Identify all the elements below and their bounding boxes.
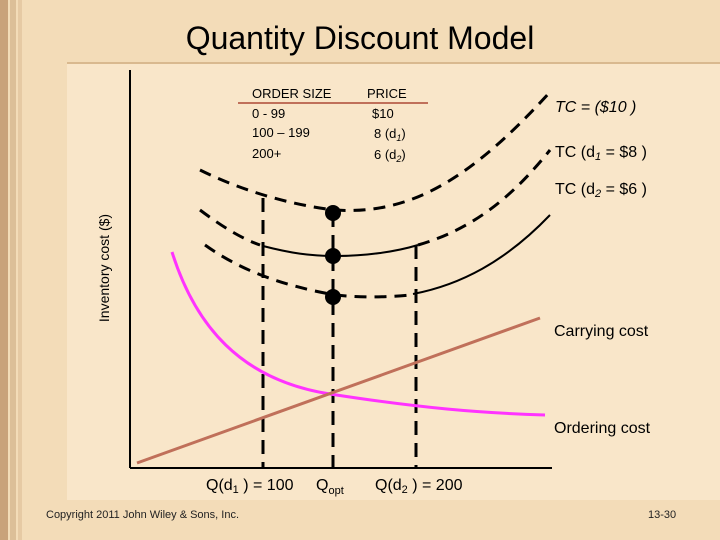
label-tc-d2: TC (d2 = $6 ) [555, 181, 647, 200]
ordering-cost-curve [170, 251, 546, 417]
page-number: 13-30 [648, 509, 677, 521]
table-row-2-order: 200+ [252, 146, 281, 161]
carrying-cost-line [136, 316, 541, 465]
table-row-0-price: $10 [372, 106, 394, 121]
x-label-q-d2: Q(d2 ) = 200 [375, 477, 463, 496]
left-stripe-3 [18, 0, 22, 540]
slide-title: Quantity Discount Model [185, 20, 535, 56]
table-header-price: PRICE [367, 86, 407, 101]
label-tc-d1: TC (d1 = $8 ) [555, 144, 647, 163]
title-rule [67, 62, 720, 64]
table-row-1-price: 8 (d1) [374, 126, 406, 143]
left-stripe-2 [10, 0, 16, 540]
x-label-q-opt: Qopt [316, 477, 344, 497]
table-header-order-size: ORDER SIZE [252, 86, 332, 101]
tc-curve-d2-solid [412, 214, 551, 295]
copyright-text: Copyright 2011 John Wiley & Sons, Inc. [46, 509, 240, 521]
x-label-q-d1: Q(d1 ) = 100 [206, 477, 294, 496]
table-row-0-order: 0 - 99 [252, 106, 285, 121]
tc-minimum-point-d2 [325, 289, 341, 305]
left-stripe-1 [0, 0, 8, 540]
label-ordering-cost: Ordering cost [554, 420, 651, 437]
label-tc-10: TC = ($10 ) [555, 99, 636, 116]
tc-curve-10 [199, 90, 552, 212]
y-axis-label: Inventory cost ($) [96, 214, 112, 322]
table-row-1-order: 100 – 199 [252, 125, 310, 140]
table-row-2-price: 6 (d2) [374, 147, 406, 164]
label-carrying-cost: Carrying cost [554, 323, 649, 340]
tc-minimum-point-d1 [325, 248, 341, 264]
tc-curve-d1-dashed-left [199, 208, 261, 247]
tc-minimum-point-10 [325, 205, 341, 221]
tc-curve-d1-dashed-right [417, 149, 552, 247]
price-table-box [237, 78, 435, 170]
